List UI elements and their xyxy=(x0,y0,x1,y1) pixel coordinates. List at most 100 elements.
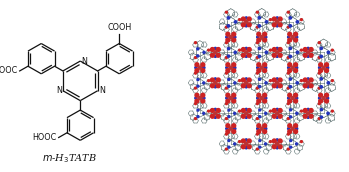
Circle shape xyxy=(216,48,220,51)
Circle shape xyxy=(272,84,276,88)
Circle shape xyxy=(234,21,237,23)
Circle shape xyxy=(263,69,267,72)
Circle shape xyxy=(287,87,289,89)
Circle shape xyxy=(239,80,240,82)
Circle shape xyxy=(234,82,236,84)
Circle shape xyxy=(296,36,298,38)
Circle shape xyxy=(259,146,261,148)
Circle shape xyxy=(306,112,310,115)
Circle shape xyxy=(326,67,329,69)
Circle shape xyxy=(225,87,228,89)
Circle shape xyxy=(242,17,245,21)
Circle shape xyxy=(309,53,313,57)
Circle shape xyxy=(278,84,282,88)
Circle shape xyxy=(278,48,282,51)
Circle shape xyxy=(291,127,294,130)
Circle shape xyxy=(198,96,201,100)
Circle shape xyxy=(327,82,329,84)
Circle shape xyxy=(245,139,247,141)
Circle shape xyxy=(239,19,240,21)
Circle shape xyxy=(306,51,310,54)
Circle shape xyxy=(232,63,236,67)
Circle shape xyxy=(278,53,282,57)
Circle shape xyxy=(214,55,216,57)
Circle shape xyxy=(319,67,321,69)
Circle shape xyxy=(322,96,325,100)
Circle shape xyxy=(318,57,320,58)
Circle shape xyxy=(296,67,298,69)
Circle shape xyxy=(294,130,298,133)
Circle shape xyxy=(195,118,196,120)
Circle shape xyxy=(287,118,289,120)
Circle shape xyxy=(265,97,267,99)
Circle shape xyxy=(332,80,333,82)
Circle shape xyxy=(214,116,216,118)
Circle shape xyxy=(210,48,214,51)
Circle shape xyxy=(309,114,313,118)
Circle shape xyxy=(303,109,307,112)
Circle shape xyxy=(294,38,298,42)
Circle shape xyxy=(195,103,196,105)
Circle shape xyxy=(257,99,261,103)
Circle shape xyxy=(287,133,289,135)
Circle shape xyxy=(195,99,199,103)
Circle shape xyxy=(257,130,261,133)
Circle shape xyxy=(257,57,258,58)
Circle shape xyxy=(291,36,294,39)
Circle shape xyxy=(318,72,320,74)
Circle shape xyxy=(289,25,291,27)
Circle shape xyxy=(228,139,230,142)
Circle shape xyxy=(326,97,329,99)
Circle shape xyxy=(322,66,325,69)
Circle shape xyxy=(287,72,289,74)
Circle shape xyxy=(296,51,299,54)
Circle shape xyxy=(195,67,197,69)
Circle shape xyxy=(258,55,261,57)
Circle shape xyxy=(294,32,298,36)
Circle shape xyxy=(245,47,247,50)
Circle shape xyxy=(265,112,267,114)
Circle shape xyxy=(195,93,199,97)
Circle shape xyxy=(276,139,279,141)
Text: HOOC: HOOC xyxy=(33,133,57,142)
Circle shape xyxy=(214,47,216,50)
Circle shape xyxy=(228,85,230,87)
Circle shape xyxy=(210,78,214,82)
Circle shape xyxy=(294,69,298,72)
Circle shape xyxy=(287,26,289,28)
Circle shape xyxy=(242,53,245,57)
Circle shape xyxy=(226,36,228,38)
Circle shape xyxy=(309,48,313,51)
Circle shape xyxy=(234,67,236,69)
Circle shape xyxy=(276,116,279,118)
Circle shape xyxy=(245,25,247,27)
Circle shape xyxy=(197,55,199,57)
Circle shape xyxy=(263,38,267,42)
Circle shape xyxy=(289,55,291,58)
Circle shape xyxy=(214,51,217,54)
Circle shape xyxy=(272,48,276,51)
Circle shape xyxy=(278,109,282,112)
Circle shape xyxy=(242,139,245,143)
Circle shape xyxy=(245,81,248,84)
Circle shape xyxy=(278,139,282,143)
Circle shape xyxy=(258,47,261,50)
Circle shape xyxy=(257,133,258,135)
Circle shape xyxy=(309,109,313,112)
Circle shape xyxy=(197,85,199,87)
Circle shape xyxy=(247,145,251,149)
Circle shape xyxy=(226,97,228,99)
Circle shape xyxy=(197,109,199,111)
Circle shape xyxy=(232,93,236,97)
Circle shape xyxy=(227,25,230,27)
Circle shape xyxy=(257,103,258,105)
Circle shape xyxy=(234,112,236,114)
Text: $m$-H$_3$TATB: $m$-H$_3$TATB xyxy=(42,152,97,165)
Circle shape xyxy=(278,17,282,21)
Circle shape xyxy=(225,42,228,44)
Text: N: N xyxy=(99,86,105,95)
Circle shape xyxy=(318,118,320,120)
Circle shape xyxy=(210,109,214,112)
Circle shape xyxy=(296,97,298,99)
Circle shape xyxy=(332,110,333,112)
